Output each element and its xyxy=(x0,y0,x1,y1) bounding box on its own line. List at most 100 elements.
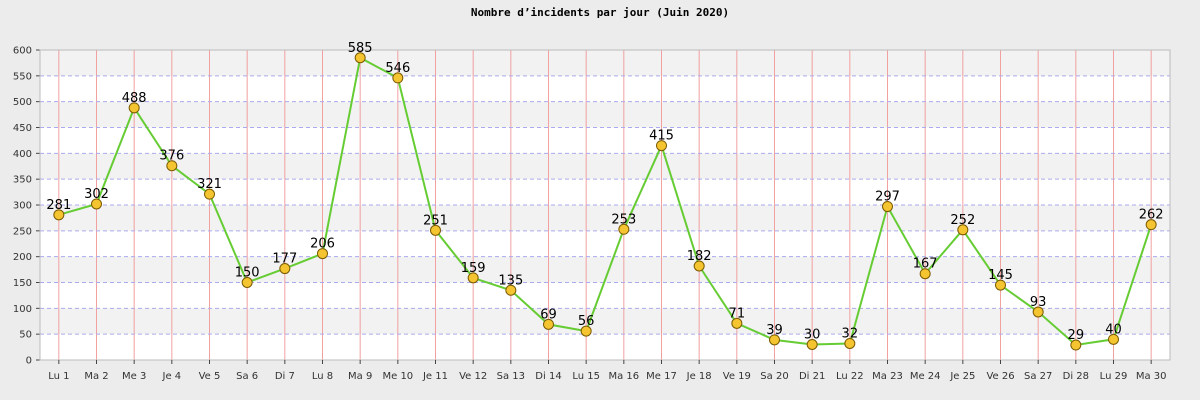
data-point xyxy=(91,198,102,210)
x-tick-label: Ve 5 xyxy=(199,371,221,382)
y-tick-label: 100 xyxy=(13,304,32,315)
data-label: 40 xyxy=(1105,322,1122,337)
data-label: 252 xyxy=(950,213,975,228)
data-label: 321 xyxy=(197,177,222,192)
grid-band xyxy=(40,205,1170,231)
data-label: 69 xyxy=(540,307,557,322)
data-label: 32 xyxy=(842,326,859,341)
grid-band xyxy=(40,308,1170,335)
x-tick-label: Di 21 xyxy=(799,371,825,382)
grid-band xyxy=(40,153,1170,180)
data-label: 159 xyxy=(461,261,486,276)
data-label: 56 xyxy=(578,314,595,329)
x-tick-label: Sa 20 xyxy=(760,371,788,382)
data-label: 251 xyxy=(423,213,448,228)
x-tick-label: Ve 26 xyxy=(986,371,1014,382)
grid-band xyxy=(40,50,1170,76)
x-tick-label: Me 10 xyxy=(382,371,413,382)
data-point xyxy=(53,209,65,221)
data-point xyxy=(128,102,140,114)
x-tick-label: Lu 29 xyxy=(1100,371,1128,382)
data-label: 585 xyxy=(348,41,373,56)
data-point xyxy=(693,260,705,272)
x-tick-label: Lu 1 xyxy=(48,371,69,382)
data-label: 30 xyxy=(804,328,821,343)
x-tick-label: Lu 8 xyxy=(312,371,333,382)
x-tick-label: Di 28 xyxy=(1063,371,1089,382)
y-tick-label: 400 xyxy=(13,149,32,160)
data-point xyxy=(919,268,931,280)
x-tick-label: Je 11 xyxy=(422,371,448,382)
data-point xyxy=(467,272,479,284)
x-tick-label: Je 25 xyxy=(949,371,975,382)
x-tick-label: Lu 15 xyxy=(572,371,600,382)
data-label: 71 xyxy=(729,306,746,321)
plot-border xyxy=(39,49,1171,361)
data-label: 488 xyxy=(122,91,147,106)
x-tick-label: Di 14 xyxy=(535,371,561,382)
data-label: 281 xyxy=(46,198,71,213)
data-point xyxy=(430,224,441,236)
x-tick-label: Me 17 xyxy=(646,371,677,382)
data-point xyxy=(1145,219,1157,231)
grid-band xyxy=(40,101,1170,128)
data-point xyxy=(656,140,667,152)
data-label: 182 xyxy=(687,249,712,264)
data-label: 145 xyxy=(988,268,1013,283)
data-point xyxy=(279,263,291,275)
x-tick-label: Ma 16 xyxy=(608,371,639,382)
x-tick-label: Ve 12 xyxy=(459,371,487,382)
series-line xyxy=(58,56,1153,347)
x-tick-label: Ve 19 xyxy=(723,371,751,382)
y-tick-label: 0 xyxy=(26,356,32,367)
data-label: 262 xyxy=(1139,208,1164,223)
data-point xyxy=(806,339,818,350)
data-point xyxy=(580,325,592,337)
data-point xyxy=(166,160,178,172)
x-tick-label: Lu 22 xyxy=(836,371,864,382)
data-label: 150 xyxy=(235,266,260,281)
x-tick-label: Ma 23 xyxy=(872,371,903,382)
y-tick-label: 50 xyxy=(19,330,32,341)
data-label: 297 xyxy=(875,190,900,205)
data-point xyxy=(1032,306,1044,318)
x-tick-label: Je 18 xyxy=(686,371,712,382)
y-tick-label: 250 xyxy=(13,226,32,237)
data-point xyxy=(957,224,969,236)
data-point xyxy=(241,277,253,288)
data-point xyxy=(769,334,780,346)
data-point xyxy=(844,337,856,349)
data-point xyxy=(995,279,1006,291)
data-point xyxy=(317,248,328,260)
y-tick-label: 200 xyxy=(13,252,32,263)
data-label: 167 xyxy=(913,257,938,272)
data-label: 546 xyxy=(385,61,410,76)
y-tick-label: 550 xyxy=(13,71,32,82)
y-tick-label: 600 xyxy=(13,46,32,57)
data-point xyxy=(618,223,630,235)
chart-title: Nombre d’incidents par jour (Juin 2020) xyxy=(470,6,730,19)
data-point xyxy=(505,284,517,296)
y-tick-label: 500 xyxy=(13,97,32,108)
data-label: 302 xyxy=(84,187,109,202)
data-label: 177 xyxy=(272,252,297,267)
x-tick-label: Ma 30 xyxy=(1136,371,1167,382)
x-tick-label: Sa 13 xyxy=(497,371,525,382)
data-label: 376 xyxy=(159,149,184,164)
y-tick-label: 350 xyxy=(13,175,32,186)
x-tick-label: Je 4 xyxy=(162,371,182,382)
data-label: 93 xyxy=(1030,295,1047,310)
data-point xyxy=(204,188,215,200)
data-point xyxy=(543,318,554,330)
x-tick-label: Di 7 xyxy=(275,371,295,382)
data-label: 135 xyxy=(498,273,523,288)
data-point xyxy=(1108,333,1119,345)
data-label: 29 xyxy=(1068,328,1085,343)
data-label: 206 xyxy=(310,237,335,252)
y-tick-label: 300 xyxy=(13,201,32,212)
x-tick-label: Me 24 xyxy=(910,371,941,382)
y-tick-label: 450 xyxy=(13,123,32,134)
data-label: 415 xyxy=(649,129,674,144)
data-point xyxy=(354,52,366,64)
